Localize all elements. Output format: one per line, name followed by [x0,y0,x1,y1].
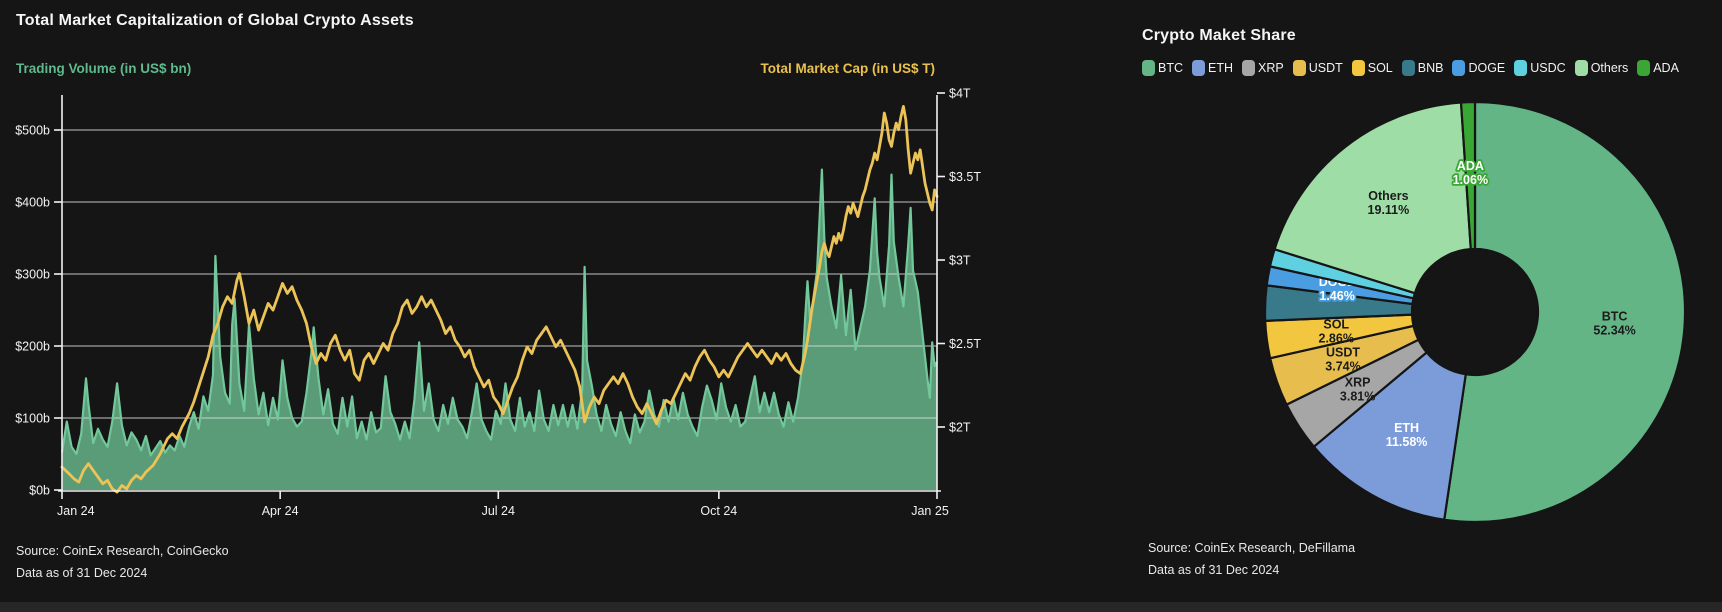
left-chart-source: Source: CoinEx Research, CoinGecko Data … [16,540,229,584]
left-source-line: Source: CoinEx Research, CoinGecko [16,544,229,558]
legend-label: DOGE [1468,61,1506,75]
y-right-tick-label: $3.5T [949,170,981,184]
y-right-tick-label: $3T [949,254,971,268]
left-source-date: Data as of 31 Dec 2024 [16,566,148,580]
y-left-tick-label: $300b [15,268,50,282]
donut-legend: BTC ETH XRP USDT SOL BNB DOGE USDC Others ADA [1142,60,1679,76]
x-tick-label: Jul 24 [482,504,515,518]
legend-swatch-icon [1401,60,1415,76]
legend-label: USDT [1308,61,1343,75]
legend-label: Others [1590,61,1629,75]
legend-swatch-icon [1242,60,1255,76]
donut-slice-others[interactable] [1273,101,1472,295]
legend-label: SOL [1367,61,1393,75]
left-chart-title: Total Market Capitalization of Global Cr… [16,12,414,29]
legend-item-others[interactable]: Others [1574,60,1629,76]
donut-label-usdt: USDT 3.74% [1325,346,1360,374]
market-cap-line[interactable] [60,105,939,494]
legend-swatch-icon [1142,60,1155,76]
x-tick-label: Oct 24 [700,504,737,518]
legend-label: USDC [1530,61,1566,75]
y-right-tick-label: $4T [949,87,971,101]
right-source-line: Source: CoinEx Research, DeFillama [1148,541,1356,555]
legend-swatch-icon [1637,60,1651,76]
legend-item-doge[interactable]: DOGE [1452,60,1505,76]
legend-item-btc[interactable]: BTC [1142,60,1183,76]
y-left-tick-label: $100b [15,412,50,426]
legend-label: BNB [1417,61,1444,75]
donut-label-btc: BTC 52.34% [1593,309,1635,337]
y-right-tick-label: $2T [949,421,971,435]
legend-item-ada[interactable]: ADA [1637,60,1679,76]
legend-item-bnb[interactable]: BNB [1401,60,1444,76]
y-left-tick-label: $0b [29,484,50,498]
legend-swatch-icon [1452,60,1466,76]
y-left-tick-label: $500b [15,124,50,138]
donut-label-eth: ETH 11.58% [1386,421,1428,449]
donut-slice-ada[interactable] [1459,100,1477,251]
donut-label-ada: ADA 1.06% [1453,159,1488,187]
legend-label: XRP [1258,61,1284,75]
x-tick-label: Jan 25 [911,504,949,518]
legend-item-usdt[interactable]: USDT [1292,60,1343,76]
legend-label: BTC [1158,61,1183,75]
right-chart-title: Crypto Maket Share [1142,27,1296,44]
x-tick-label: Apr 24 [262,504,299,518]
legend-label: ETH [1208,61,1233,75]
legend-item-sol[interactable]: SOL [1351,60,1393,76]
window-bottom-bar [0,602,1722,612]
donut-slice-eth[interactable] [1312,350,1468,521]
y-left-tick-label: $200b [15,340,50,354]
donut-label-others: Others 19.11% [1368,189,1410,217]
legend-item-usdc[interactable]: USDC [1514,60,1566,76]
market-cap-chart: $0b $100b $200b $300b $400b $500b $2T $2.5T $3T $… [15,87,981,519]
left-axis-title: Trading Volume (in US$ bn) [16,61,192,76]
right-axis-title: Total Market Cap (in US$ T) [760,61,935,76]
legend-swatch-icon [1351,60,1365,76]
right-chart-source: Source: CoinEx Research, DeFillama Data … [1148,537,1355,581]
legend-swatch-icon [1574,60,1588,76]
market-cap-panel: Total Market Capitalization of Global Cr… [15,12,981,584]
legend-swatch-icon [1192,60,1205,76]
legend-item-eth[interactable]: ETH [1192,60,1233,76]
y-left-tick-label: $400b [15,196,50,210]
donut-label-xrp: XRP 3.81% [1340,375,1375,403]
legend-label: ADA [1653,61,1679,75]
legend-swatch-icon [1292,60,1306,76]
market-share-panel: Crypto Maket Share BTC ETH XRP USDT SOL BNB DO… [1030,0,1722,612]
trading-volume-area[interactable] [62,169,937,490]
x-tick-label: Jan 24 [57,504,95,518]
donut-slice-btc[interactable] [1442,100,1687,524]
legend-item-xrp[interactable]: XRP [1242,60,1284,76]
right-source-date: Data as of 31 Dec 2024 [1148,563,1280,577]
market-share-donut: BTC 52.34% ETH 11.58% XRP 3.81%USDT 3.74%SOL 2.… [1263,100,1687,524]
donut-label-sol: SOL 2.86% [1318,317,1353,345]
y-right-tick-label: $2.5T [949,337,981,351]
legend-swatch-icon [1514,60,1528,76]
